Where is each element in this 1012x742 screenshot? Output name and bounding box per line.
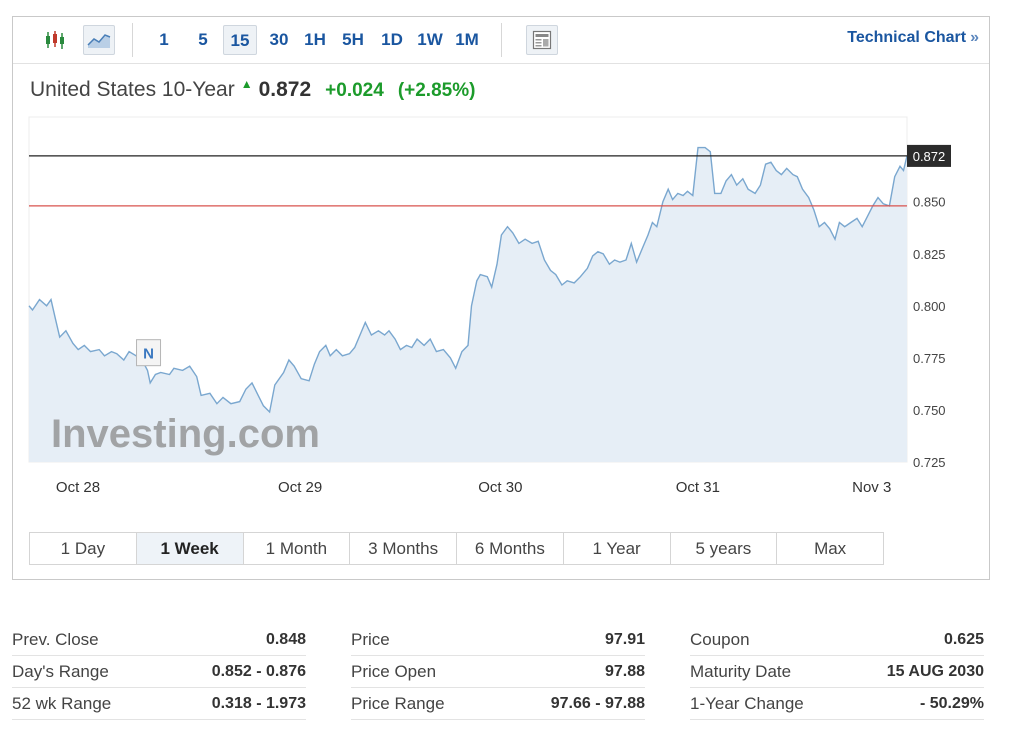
stats-column-2: Price 97.91 Price Open 97.88 Price Range 97.6… [351,624,645,720]
stat-label: 1-Year Change [690,693,804,713]
stat-value: 0.625 [943,630,984,648]
interval-1m[interactable]: 1M [455,30,479,49]
technical-chart-label: Technical Chart [847,29,967,46]
stat-label: 52 wk Range [12,693,112,713]
stat-value: 0.318 - 1.973 [211,694,306,712]
stat-row: Prev. Close 0.848 [12,624,306,656]
price-change-percent: (+2.85%) [397,80,476,101]
technical-chart-link[interactable]: Technical Chart» [847,29,979,47]
news-event-label: N [143,346,154,363]
stat-value: 97.91 [604,630,645,648]
y-tick-label: 0.800 [913,299,946,314]
stat-value: 0.848 [265,630,306,648]
last-price: 0.872 [258,78,312,101]
stat-row: Price Range 97.66 - 97.88 [351,688,645,720]
stat-value: 0.852 - 0.876 [211,662,306,680]
quote-header: United States 10-Year ▲ 0.872 +0.024 (+2… [30,77,489,106]
stat-row: Price Open 97.88 [351,656,645,688]
candlestick-chart-icon[interactable] [39,25,71,55]
interval-5[interactable]: 5 [198,30,208,49]
chart-widget: 1 5 15 30 1H 5H 1D 1W 1M Technical Chart» United… [12,16,990,580]
interval-1[interactable]: 1 [159,30,169,49]
y-tick-label: 0.850 [913,195,946,210]
current-price-label: 0.872 [913,149,946,164]
stat-value: 15 AUG 2030 [886,662,984,680]
stat-label: Day's Range [12,661,109,681]
interval-5h[interactable]: 5H [342,30,364,49]
range-1-month[interactable]: 1 Month [244,533,351,564]
area-chart-icon[interactable] [83,25,115,55]
stat-row: Price 97.91 [351,624,645,656]
stat-row: Maturity Date 15 AUG 2030 [690,656,984,688]
range-5-years[interactable]: 5 years [671,533,778,564]
x-tick-label: Oct 31 [676,479,720,496]
double-chevron-right-icon: » [970,29,979,46]
interval-1w[interactable]: 1W [417,30,443,49]
stat-label: Maturity Date [690,661,792,681]
interval-1d[interactable]: 1D [381,30,403,49]
y-tick-label: 0.825 [913,247,946,262]
investing-watermark: Investing.com [51,412,320,456]
stat-row: Coupon 0.625 [690,624,984,656]
range-1-year[interactable]: 1 Year [564,533,671,564]
price-area-fill [29,147,907,462]
x-tick-label: Oct 28 [56,479,100,496]
stat-value: - 50.29% [919,694,984,712]
stat-row: 52 wk Range 0.318 - 1.973 [12,688,306,720]
y-tick-label: 0.750 [913,403,946,418]
stat-label: Prev. Close [12,629,99,649]
toolbar-divider [501,23,502,57]
time-range-selector: 1 Day 1 Week 1 Month 3 Months 6 Months 1 Year… [29,532,884,565]
up-arrow-icon: ▲ [240,77,253,91]
stat-label: Price [351,629,390,649]
stat-row: 1-Year Change - 50.29% [690,688,984,720]
y-tick-label: 0.775 [913,351,946,366]
x-tick-label: Nov 3 [852,479,891,496]
stats-column-1: Prev. Close 0.848 Day's Range 0.852 - 0.876… [12,624,306,720]
range-1-day[interactable]: 1 Day [30,533,137,564]
stat-row: Day's Range 0.852 - 0.876 [12,656,306,688]
interval-15[interactable]: 15 [223,25,257,55]
price-series-line [28,146,908,414]
toolbar-divider [132,23,133,57]
stat-value: 97.66 - 97.88 [550,694,645,712]
stat-label: Price Range [351,693,445,713]
interval-1h[interactable]: 1H [304,30,326,49]
price-change: +0.024 [325,80,384,101]
range-3-months[interactable]: 3 Months [350,533,457,564]
stat-label: Price Open [351,661,437,681]
range-1-week[interactable]: 1 Week [136,533,244,564]
instrument-name: United States 10-Year [30,78,235,101]
stats-column-3: Coupon 0.625 Maturity Date 15 AUG 2030 1-Yea… [690,624,984,720]
x-tick-label: Oct 29 [278,479,322,496]
current-price-badge [907,144,951,167]
news-event-marker[interactable] [136,339,162,367]
y-tick-label: 0.725 [913,455,946,470]
range-6-months[interactable]: 6 Months [457,533,564,564]
stat-value: 97.88 [604,662,645,680]
x-tick-label: Oct 30 [478,479,522,496]
range-max[interactable]: Max [814,539,847,558]
interval-30[interactable]: 30 [269,30,289,49]
news-icon[interactable] [526,25,558,55]
price-chart[interactable]: Investing.com 0.872 0.725 0.750 0.775 0.800 0.… [13,17,989,527]
chart-toolbar: 1 5 15 30 1H 5H 1D 1W 1M Technical Chart» [13,17,989,64]
stat-label: Coupon [690,629,750,649]
